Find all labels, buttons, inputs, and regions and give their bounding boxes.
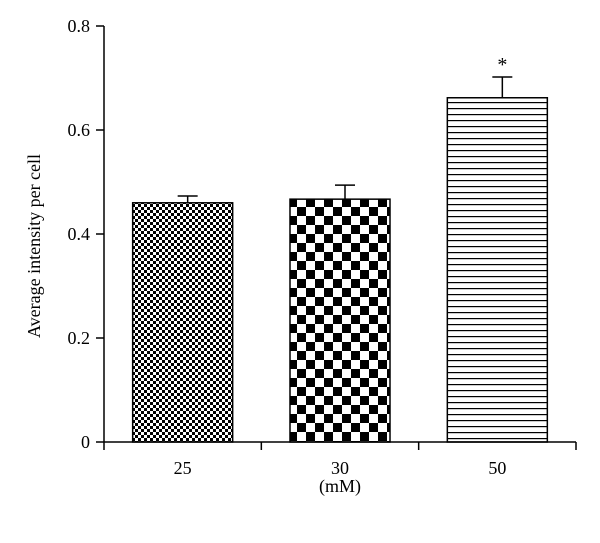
bars-layer — [131, 97, 549, 443]
y-axis-label: Average intensity per cell — [24, 154, 44, 338]
error-bars-layer — [177, 76, 513, 203]
y-ticks-layer: 0 0.2 0.4 0.6 0.8 — [68, 16, 104, 452]
x-ticks-layer: 25 30 50 — [103, 442, 577, 478]
bar-30 — [289, 198, 391, 443]
y-tick-label-0: 0 — [81, 432, 90, 452]
y-tick-label-0.6: 0.6 — [68, 120, 91, 140]
bar-25 — [131, 202, 234, 443]
x-tick-label-30: 30 — [331, 458, 349, 478]
y-tick-label-0.2: 0.2 — [68, 328, 91, 348]
x-axis-label: (mM) — [319, 476, 361, 497]
x-tick-label-25: 25 — [174, 458, 192, 478]
y-tick-label-0.4: 0.4 — [68, 224, 91, 244]
x-tick-label-50: 50 — [488, 458, 506, 478]
significance-marker-50: * — [497, 54, 507, 76]
y-tick-label-0.8: 0.8 — [68, 16, 91, 36]
annotations-layer: * — [497, 54, 507, 76]
bar-50 — [446, 97, 549, 443]
